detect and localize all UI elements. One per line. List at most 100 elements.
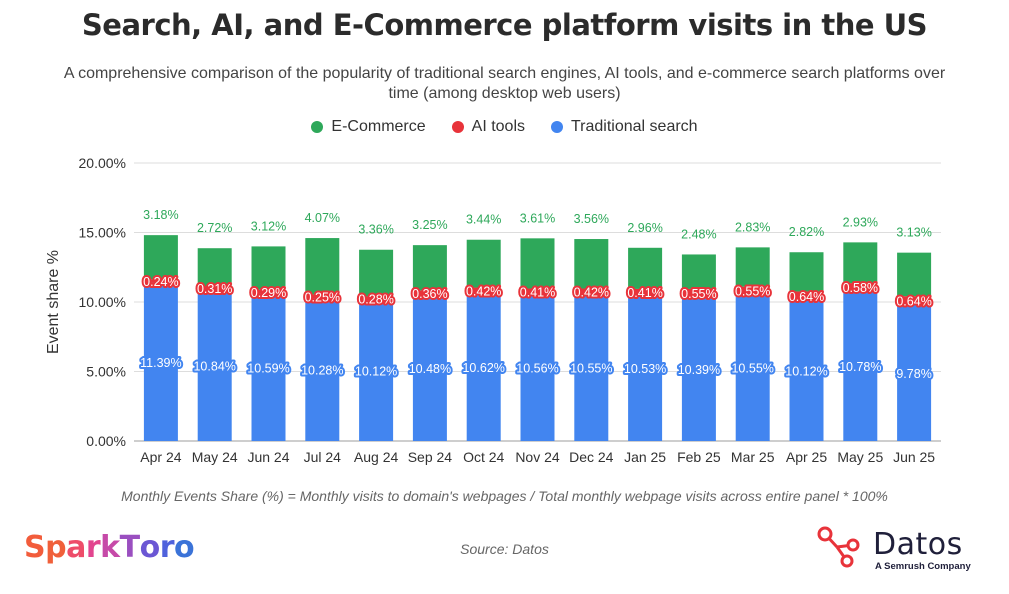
- data-label-ecommerce: 3.12%: [251, 219, 286, 233]
- bar-ai-tools: [305, 294, 340, 299]
- chart-legend: E-Commerce AI tools Traditional search: [0, 118, 1009, 136]
- sparktoro-logo-letter: o: [173, 530, 195, 565]
- datos-logo-icon: [817, 526, 860, 568]
- data-label-ecommerce: 4.07%: [305, 211, 340, 225]
- data-label-ai-tools: 0.41%: [627, 286, 662, 300]
- data-label-traditional-search: 10.56%: [516, 362, 558, 376]
- chart-title: Search, AI, and E-Commerce platform visi…: [81, 8, 928, 42]
- footnote: Monthly Events Share (%) = Monthly visit…: [121, 488, 888, 504]
- data-label-ecommerce: 3.13%: [896, 226, 931, 240]
- bar-ecommerce: [574, 239, 609, 289]
- data-label-ai-tools: 0.55%: [681, 287, 716, 301]
- x-tick-label: Dec 24: [569, 449, 614, 465]
- legend-item-ecommerce: E-Commerce: [311, 118, 426, 136]
- sparktoro-logo-letter: k: [100, 530, 120, 565]
- data-label-ai-tools: 0.31%: [197, 282, 232, 296]
- bar-traditional-search: [789, 300, 824, 441]
- data-label-ecommerce: 3.61%: [520, 211, 555, 225]
- bar-ai-tools: [412, 290, 447, 296]
- data-label-traditional-search: 10.55%: [731, 362, 773, 376]
- bar-ai-tools: [843, 283, 878, 292]
- bar-ecommerce: [197, 248, 232, 287]
- bar-ecommerce: [412, 245, 447, 291]
- bar-traditional-search: [897, 305, 932, 441]
- data-label-traditional-search: 10.48%: [409, 362, 451, 376]
- bar-ai-tools: [628, 288, 663, 295]
- bar-ecommerce: [897, 252, 932, 297]
- data-label-traditional-search: 11.39%: [140, 356, 181, 370]
- sparktoro-logo-letter: r: [159, 530, 175, 565]
- bar-ai-tools: [897, 296, 932, 306]
- data-label-traditional-search: 10.78%: [839, 360, 881, 374]
- data-label-ai-tools: 0.29%: [251, 286, 286, 300]
- data-label-ai-tools: 0.42%: [466, 284, 501, 298]
- data-label-ai-tools: 0.42%: [574, 285, 609, 299]
- x-tick-label: Apr 24: [140, 449, 181, 465]
- data-label-traditional-search: 10.59%: [247, 361, 289, 375]
- datos-logo-tagline: A Semrush Company: [875, 561, 971, 572]
- data-label-traditional-search: 10.12%: [355, 365, 397, 379]
- chart-subtitle: A comprehensive comparison of the popula…: [63, 65, 946, 102]
- data-label-ai-tools: 0.58%: [843, 281, 878, 295]
- bar-ai-tools: [466, 287, 501, 294]
- data-label-ai-tools: 0.41%: [520, 285, 555, 299]
- y-tick-label: 20.00%: [79, 155, 126, 171]
- bar-traditional-search: [251, 293, 286, 441]
- x-tick-label: May 25: [837, 449, 883, 465]
- bar-traditional-search: [143, 282, 178, 441]
- bar-traditional-search: [681, 296, 716, 441]
- bar-ai-tools: [735, 286, 770, 295]
- data-label-traditional-search: 10.55%: [570, 362, 612, 376]
- bar-traditional-search: [412, 295, 447, 441]
- x-tick-label: Feb 25: [677, 449, 721, 465]
- bar-ai-tools: [681, 288, 716, 297]
- bar-ecommerce: [843, 242, 878, 284]
- sparktoro-logo-letter: a: [66, 530, 86, 565]
- data-label-ai-tools: 0.64%: [789, 290, 824, 304]
- source-note: Source: Datos: [460, 541, 549, 557]
- x-tick-label: Jan 25: [624, 449, 666, 465]
- bar-ai-tools: [197, 286, 232, 291]
- data-label-ecommerce: 2.96%: [627, 221, 662, 235]
- bar-ai-tools: [520, 288, 555, 295]
- sparktoro-logo-letter: o: [139, 530, 161, 565]
- data-label-ai-tools: 0.55%: [735, 285, 770, 299]
- data-label-traditional-search: 9.78%: [896, 367, 931, 381]
- y-tick-label: 15.00%: [79, 225, 126, 241]
- bar-traditional-search: [735, 294, 770, 441]
- data-label-ecommerce: 2.93%: [843, 215, 878, 229]
- bar-ecommerce: [305, 238, 340, 295]
- y-tick-label: 0.00%: [86, 433, 126, 449]
- x-tick-label: Apr 25: [786, 449, 827, 465]
- bar-ecommerce: [681, 254, 716, 289]
- datos-logo-word: Datos: [873, 527, 963, 562]
- legend-dot-traditional-search: [551, 121, 563, 133]
- bar-ecommerce: [359, 249, 394, 297]
- data-label-ecommerce: 2.72%: [197, 221, 232, 235]
- bar-traditional-search: [305, 298, 340, 441]
- bar-ecommerce: [466, 239, 501, 288]
- bar-traditional-search: [466, 293, 501, 441]
- data-label-traditional-search: 10.84%: [193, 360, 235, 374]
- bar-traditional-search: [197, 290, 232, 441]
- data-label-ecommerce: 3.25%: [412, 218, 447, 232]
- data-label-ecommerce: 3.56%: [574, 212, 609, 226]
- bar-ai-tools: [251, 289, 286, 294]
- data-label-ecommerce: 2.48%: [681, 227, 716, 241]
- data-label-ai-tools: 0.24%: [143, 275, 178, 289]
- bar-traditional-search: [628, 294, 663, 441]
- x-tick-label: Jun 24: [247, 449, 289, 465]
- x-tick-label: Aug 24: [354, 449, 399, 465]
- sparktoro-logo-letter: p: [45, 530, 67, 565]
- sparktoro-logo-letter: T: [119, 530, 140, 565]
- bar-traditional-search: [359, 300, 394, 441]
- data-label-traditional-search: 10.62%: [462, 361, 504, 375]
- y-tick-label: 5.00%: [86, 364, 126, 380]
- y-axis-title: Event share %: [45, 250, 62, 354]
- legend-label-traditional-search: Traditional search: [571, 118, 698, 135]
- x-tick-label: Oct 24: [463, 449, 504, 465]
- data-label-ecommerce: 3.36%: [358, 223, 393, 237]
- bar-traditional-search: [520, 294, 555, 441]
